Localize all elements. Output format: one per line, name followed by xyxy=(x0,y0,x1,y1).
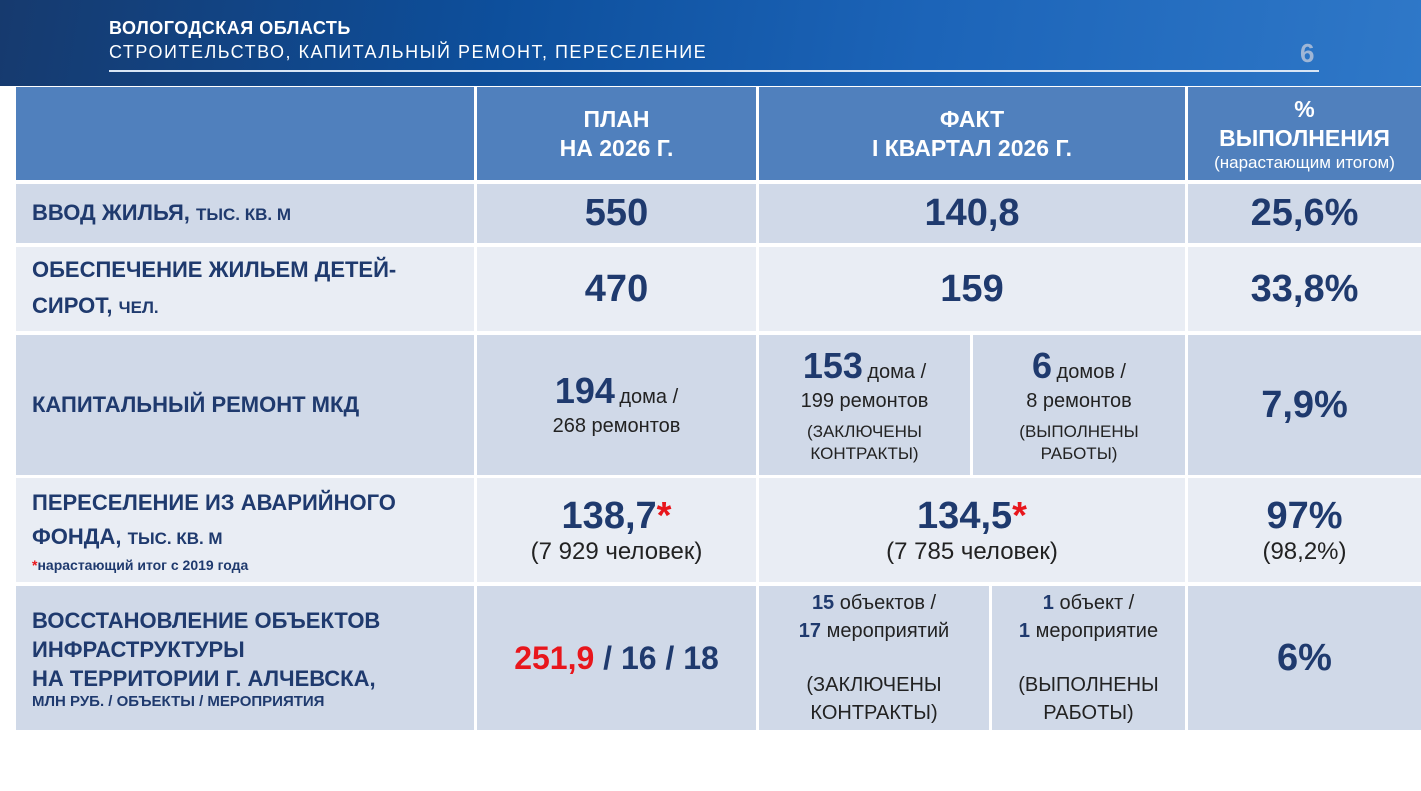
objects-count: 1 xyxy=(1042,592,1054,614)
plan-money: 251,9 xyxy=(514,639,595,676)
events-text: мероприятие xyxy=(1030,620,1159,642)
label-unit: ТЫС. КВ. М xyxy=(127,529,223,548)
asterisk: * xyxy=(1012,494,1027,537)
fact-number: 153 xyxy=(802,345,863,386)
column-header-fact: ФАКТ I КВАРТАЛ 2026 Г. xyxy=(759,87,1185,180)
label-line1: ОБЕСПЕЧЕНИЕ ЖИЛЬЕМ ДЕТЕЙ- xyxy=(32,257,397,282)
footnote-text: нарастающий итог с 2019 года xyxy=(37,557,249,573)
asterisk: * xyxy=(656,494,672,537)
events-count: 1 xyxy=(1018,620,1031,642)
label-line1: ПЕРЕСЕЛЕНИЕ ИЗ АВАРИЙНОГО xyxy=(32,490,396,515)
row-label-housing: ВВОД ЖИЛЬЯ, ТЫС. КВ. М xyxy=(16,184,474,243)
label-unit: МЛН РУБ. / ОБЪЕКТЫ / МЕРОПРИЯТИЯ xyxy=(32,692,325,710)
fact-header-line2: I КВАРТАЛ 2026 Г. xyxy=(871,134,1073,161)
row-label-infrastructure: ВОССТАНОВЛЕНИЕ ОБЪЕКТОВ ИНФРАСТРУКТУРЫ Н… xyxy=(16,586,474,730)
plan-counts: / 16 / 18 xyxy=(594,639,719,676)
objects-count: 15 xyxy=(811,592,835,614)
percent-value: 25,6% xyxy=(1188,184,1421,243)
fact-sub: 8 ремонтов xyxy=(1026,390,1132,412)
plan-header-line1: ПЛАН xyxy=(583,105,650,132)
fact-contracted-cell: 15 объектов / 17 мероприятий (ЗАКЛЮЧЕНЫ … xyxy=(759,586,989,730)
events-text: мероприятий xyxy=(821,620,950,642)
fact-value: 134,5 xyxy=(917,494,1013,537)
label-line2: ИНФРАСТРУКТУРЫ xyxy=(32,636,245,662)
fact-completed-cell: 6 домов / 8 ремонтов (ВЫПОЛНЕНЫ РАБОТЫ) xyxy=(973,335,1185,475)
fact-note-line2: РАБОТЫ) xyxy=(1040,444,1118,463)
footnote-star: * xyxy=(32,557,38,573)
percent-cell: 97% (98,2%) xyxy=(1188,478,1421,582)
page-number: 6 xyxy=(1300,38,1315,68)
fact-header-line1: ФАКТ xyxy=(939,105,1005,132)
percent-sub: (98,2%) xyxy=(1262,537,1347,565)
label-unit: ТЫС. КВ. М xyxy=(196,204,292,224)
percent-value: 6% xyxy=(1188,586,1421,730)
fact-note-line1: (ВЫПОЛНЕНЫ xyxy=(1018,674,1159,696)
plan-sub: 268 ремонтов xyxy=(552,415,681,437)
column-header-percent: % ВЫПОЛНЕНИЯ (нарастающим итогом) xyxy=(1188,87,1421,180)
fact-note-line2: КОНТРАКТЫ) xyxy=(810,444,919,463)
fact-number: 6 xyxy=(1032,345,1053,386)
row-label-capital-repair: КАПИТАЛЬНЫЙ РЕМОНТ МКД xyxy=(16,335,474,475)
fact-completed-cell: 1 объект / 1 мероприятие (ВЫПОЛНЕНЫ РАБО… xyxy=(992,586,1185,730)
fact-unit: дома / xyxy=(867,361,927,383)
slide-subtitle: СТРОИТЕЛЬСТВО, КАПИТАЛЬНЫЙ РЕМОНТ, ПЕРЕС… xyxy=(109,42,708,62)
label-line2: СИРОТ, xyxy=(32,293,113,318)
pct-header-note: (нарастающим итогом) xyxy=(1214,152,1395,172)
label-text: КАПИТАЛЬНЫЙ РЕМОНТ МКД xyxy=(32,392,360,417)
fact-note-line1: (ЗАКЛЮЧЕНЫ xyxy=(806,674,942,696)
fact-contracted-cell: 153 дома / 199 ремонтов (ЗАКЛЮЧЕНЫ КОНТР… xyxy=(759,335,970,475)
fact-sub: 199 ремонтов xyxy=(800,390,929,412)
plan-value: 138,7 xyxy=(561,494,657,537)
divider xyxy=(109,70,1319,72)
plan-value: 550 xyxy=(477,184,756,243)
region-title: ВОЛОГОДСКАЯ ОБЛАСТЬ xyxy=(109,18,351,38)
objects-text: объект / xyxy=(1053,592,1135,614)
plan-sub: (7 929 человек) xyxy=(530,537,703,565)
percent-value: 7,9% xyxy=(1188,335,1421,475)
percent-value: 33,8% xyxy=(1188,247,1421,331)
objects-text: объектов / xyxy=(834,592,937,614)
plan-cell: 138,7* (7 929 человек) xyxy=(477,478,756,582)
slide-banner: ВОЛОГОДСКАЯ ОБЛАСТЬ СТРОИТЕЛЬСТВО, КАПИТ… xyxy=(0,0,1421,86)
row-label-orphans: ОБЕСПЕЧЕНИЕ ЖИЛЬЕМ ДЕТЕЙ- СИРОТ, ЧЕЛ. xyxy=(16,247,474,331)
plan-value: 470 xyxy=(477,247,756,331)
header-empty-cell xyxy=(16,87,474,180)
label-line3: НА ТЕРРИТОРИИ Г. АЛЧЕВСКА, xyxy=(32,665,376,691)
label-text: ВВОД ЖИЛЬЯ, xyxy=(32,199,190,225)
label-unit: ЧЕЛ. xyxy=(118,298,159,317)
events-count: 17 xyxy=(798,620,822,642)
percent-value: 97% xyxy=(1266,494,1343,537)
pct-header-line2: ВЫПОЛНЕНИЯ xyxy=(1219,124,1390,151)
plan-header-line2: НА 2026 Г. xyxy=(559,134,674,161)
fact-note-line2: РАБОТЫ) xyxy=(1043,702,1134,724)
plan-unit: дома / xyxy=(619,386,679,408)
fact-value: 140,8 xyxy=(759,184,1185,243)
fact-note-line2: КОНТРАКТЫ) xyxy=(810,702,938,724)
fact-cell: 134,5* (7 785 человек) xyxy=(759,478,1185,582)
fact-note-line1: (ЗАКЛЮЧЕНЫ xyxy=(807,422,922,441)
fact-note-line1: (ВЫПОЛНЕНЫ xyxy=(1019,422,1139,441)
fact-sub: (7 785 человек) xyxy=(886,537,1058,565)
pct-header-line1: % xyxy=(1294,95,1315,122)
label-line2: ФОНДА, xyxy=(32,524,122,549)
plan-cell: 194 дома / 268 ремонтов xyxy=(477,335,756,475)
plan-cell: 251,9 / 16 / 18 xyxy=(477,586,756,730)
column-header-plan: ПЛАН НА 2026 Г. xyxy=(477,87,756,180)
label-line1: ВОССТАНОВЛЕНИЕ ОБЪЕКТОВ xyxy=(32,607,381,633)
plan-number: 194 xyxy=(554,370,615,411)
fact-value: 159 xyxy=(759,247,1185,331)
fact-unit: домов / xyxy=(1056,361,1126,383)
row-label-resettlement: ПЕРЕСЕЛЕНИЕ ИЗ АВАРИЙНОГО ФОНДА, ТЫС. КВ… xyxy=(16,478,474,582)
